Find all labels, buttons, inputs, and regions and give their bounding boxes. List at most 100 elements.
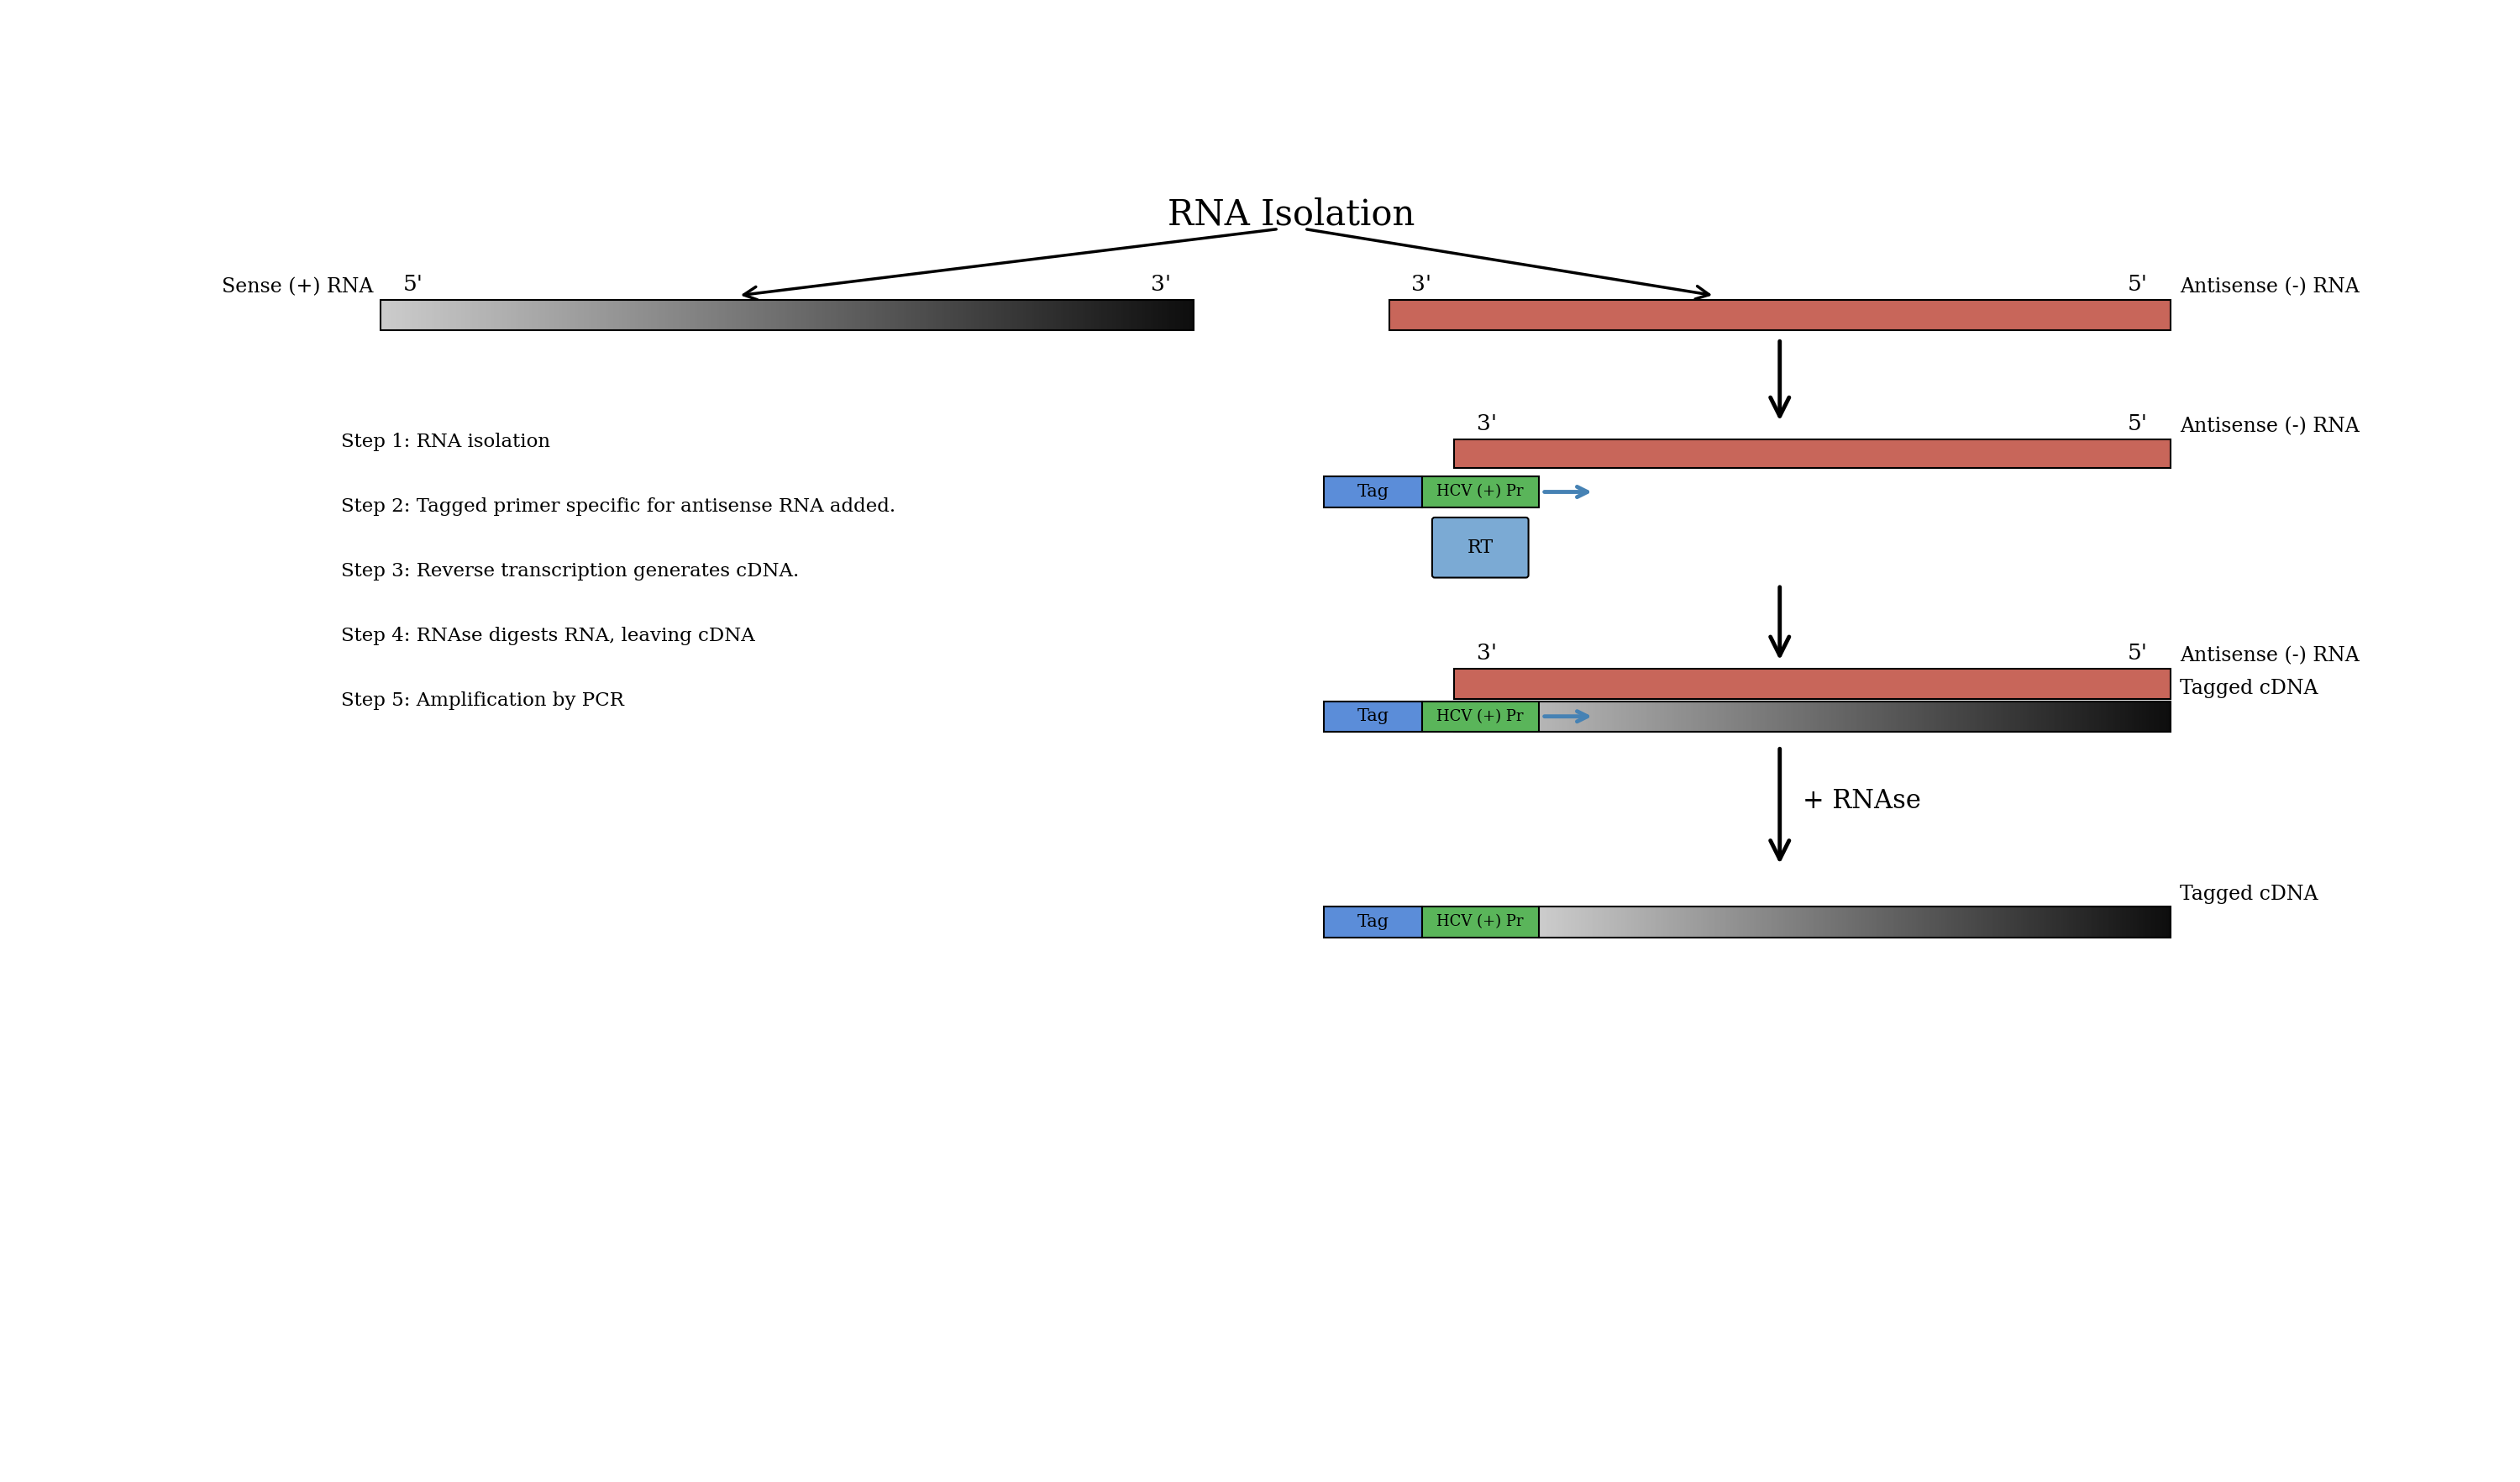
Bar xyxy=(854,301,859,330)
Bar xyxy=(1971,907,1973,937)
Bar xyxy=(600,301,602,330)
Bar xyxy=(648,301,653,330)
Bar xyxy=(2157,907,2160,937)
Bar xyxy=(1570,701,1575,732)
Bar xyxy=(1457,701,1459,732)
Bar xyxy=(1716,907,1719,937)
Bar xyxy=(1958,907,1961,937)
Bar xyxy=(1961,907,1963,937)
Bar xyxy=(2059,701,2061,732)
Bar xyxy=(877,301,879,330)
Bar xyxy=(2024,701,2026,732)
Bar xyxy=(1835,907,1840,937)
Bar xyxy=(1421,477,1540,507)
Bar xyxy=(2069,701,2074,732)
Bar xyxy=(2114,701,2117,732)
Bar xyxy=(2132,907,2134,937)
Bar xyxy=(1746,907,1749,937)
Bar xyxy=(1978,701,1983,732)
Text: Step 3: Reverse transcription generates cDNA.: Step 3: Reverse transcription generates … xyxy=(340,562,799,581)
Bar xyxy=(769,301,771,330)
Bar xyxy=(1734,701,1736,732)
Bar xyxy=(2139,907,2142,937)
Bar xyxy=(1898,907,1900,937)
Bar xyxy=(1540,701,1542,732)
Text: Antisense (-) RNA: Antisense (-) RNA xyxy=(2180,277,2359,296)
Bar xyxy=(2102,701,2104,732)
Bar xyxy=(1910,701,1913,732)
Bar xyxy=(1464,701,1467,732)
Bar xyxy=(1726,907,1729,937)
Bar xyxy=(1489,701,1492,732)
Bar xyxy=(960,301,965,330)
Bar xyxy=(2051,701,2054,732)
Bar xyxy=(1678,701,1681,732)
Bar xyxy=(839,301,842,330)
Bar xyxy=(2019,701,2021,732)
Bar xyxy=(532,301,534,330)
Bar xyxy=(834,301,837,330)
Bar xyxy=(1094,301,1096,330)
Text: HCV (+) Pr: HCV (+) Pr xyxy=(1436,485,1525,499)
Bar xyxy=(1681,907,1686,937)
Bar xyxy=(665,301,668,330)
Bar xyxy=(587,301,590,330)
Bar xyxy=(1971,701,1973,732)
Bar xyxy=(1615,701,1618,732)
Bar xyxy=(2119,907,2122,937)
Bar xyxy=(2092,907,2094,937)
Bar xyxy=(1673,701,1676,732)
Bar xyxy=(2064,701,2066,732)
Bar xyxy=(2034,701,2036,732)
Bar xyxy=(1630,907,1633,937)
Bar xyxy=(1540,907,1542,937)
Bar xyxy=(1870,701,1872,732)
Bar xyxy=(698,301,701,330)
Bar xyxy=(418,301,421,330)
Bar xyxy=(902,301,905,330)
Bar xyxy=(1157,301,1159,330)
Bar xyxy=(738,301,741,330)
Bar xyxy=(2041,701,2044,732)
Bar xyxy=(822,301,827,330)
Bar xyxy=(1013,301,1016,330)
Bar xyxy=(819,301,824,330)
Bar xyxy=(401,301,406,330)
Bar xyxy=(980,301,983,330)
Bar xyxy=(499,301,504,330)
Text: 5': 5' xyxy=(2127,643,2147,664)
Bar xyxy=(1991,907,1993,937)
Bar xyxy=(1696,907,1698,937)
Bar xyxy=(1998,701,2001,732)
Bar xyxy=(605,301,610,330)
Bar xyxy=(1693,907,1698,937)
Bar xyxy=(2107,701,2109,732)
Bar xyxy=(706,301,708,330)
Text: Antisense (-) RNA: Antisense (-) RNA xyxy=(2180,646,2359,665)
Bar xyxy=(990,301,993,330)
Bar xyxy=(1850,701,1855,732)
Bar xyxy=(552,301,554,330)
Bar xyxy=(751,301,756,330)
Bar xyxy=(1494,701,1497,732)
Bar xyxy=(1706,701,1711,732)
Bar xyxy=(2036,701,2039,732)
Bar xyxy=(1845,907,1847,937)
Bar xyxy=(1882,907,1885,937)
Bar xyxy=(1852,907,1855,937)
Bar xyxy=(1938,701,1943,732)
Bar xyxy=(1681,907,1683,937)
Bar xyxy=(1691,907,1693,937)
Bar xyxy=(1474,701,1477,732)
Bar xyxy=(610,301,615,330)
Bar xyxy=(2150,907,2152,937)
Bar xyxy=(1812,701,1814,732)
Bar xyxy=(1389,301,2170,330)
Bar xyxy=(796,301,799,330)
Bar xyxy=(592,301,595,330)
Bar xyxy=(1562,907,1565,937)
Bar xyxy=(1487,701,1492,732)
Bar xyxy=(1016,301,1018,330)
Bar xyxy=(1973,907,1976,937)
Bar xyxy=(2039,907,2044,937)
